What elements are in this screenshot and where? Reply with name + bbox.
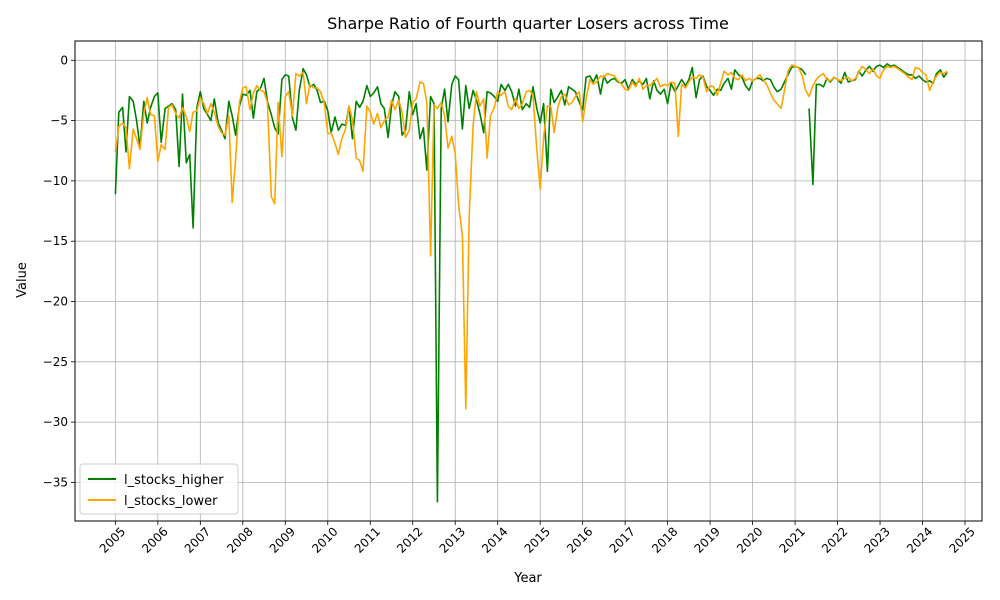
y-tick-label: −15 xyxy=(43,234,68,248)
y-tick-label: −20 xyxy=(43,295,68,309)
plot-area-frame xyxy=(74,40,983,522)
grid-lines xyxy=(75,41,982,521)
y-tick-label: −25 xyxy=(43,355,68,369)
y-tick-label: −35 xyxy=(43,475,68,489)
y-tick-label: 0 xyxy=(60,53,68,67)
legend: l_stocks_higher l_stocks_lower xyxy=(79,463,239,515)
y-axis-ticks: 0 −5 −10 −15 −20 −25 −30 −35 xyxy=(43,53,75,489)
series-line-l_stocks_lower xyxy=(114,64,948,410)
legend-label-higher: l_stocks_higher xyxy=(124,473,224,488)
y-tick-label: −30 xyxy=(43,415,68,429)
y-axis-label: Value xyxy=(15,262,30,298)
legend-box xyxy=(79,463,239,515)
x-axis-label: Year xyxy=(513,571,542,586)
series-lines xyxy=(114,63,948,503)
y-tick-label: −10 xyxy=(43,174,68,188)
y-tick-label: −5 xyxy=(50,114,68,128)
chart-title: Sharpe Ratio of Fourth quarter Losers ac… xyxy=(327,14,729,33)
legend-label-lower: l_stocks_lower xyxy=(124,494,218,509)
